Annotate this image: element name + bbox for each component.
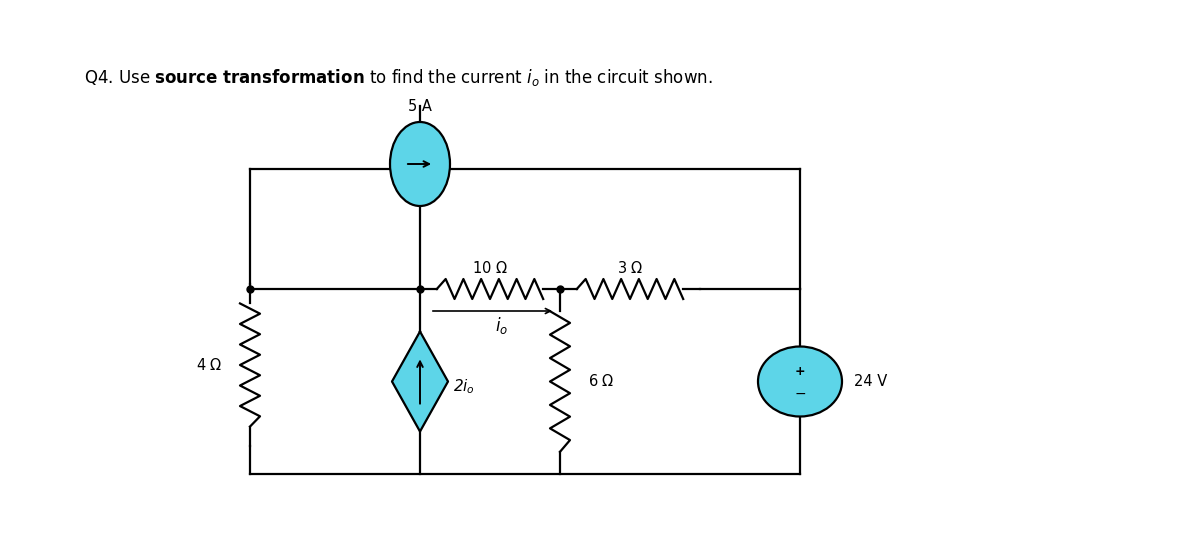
Ellipse shape	[390, 122, 450, 206]
Text: 5 A: 5 A	[408, 99, 432, 114]
Text: 24 V: 24 V	[854, 374, 887, 389]
Text: 4 $\Omega$: 4 $\Omega$	[196, 357, 222, 373]
Ellipse shape	[758, 347, 842, 416]
Text: Q4. Use $\mathbf{source\ transformation}$ to find the current $i_o$ in the circu: Q4. Use $\mathbf{source\ transformation}…	[84, 67, 713, 88]
Text: $i_o$: $i_o$	[496, 315, 508, 336]
Text: +: +	[794, 365, 805, 378]
Polygon shape	[392, 331, 448, 432]
Text: 10 $\Omega$: 10 $\Omega$	[472, 260, 508, 276]
Text: 3 $\Omega$: 3 $\Omega$	[617, 260, 643, 276]
Text: 6 $\Omega$: 6 $\Omega$	[588, 373, 614, 390]
Text: 2$i_o$: 2$i_o$	[454, 377, 475, 396]
Text: −: −	[794, 386, 806, 400]
